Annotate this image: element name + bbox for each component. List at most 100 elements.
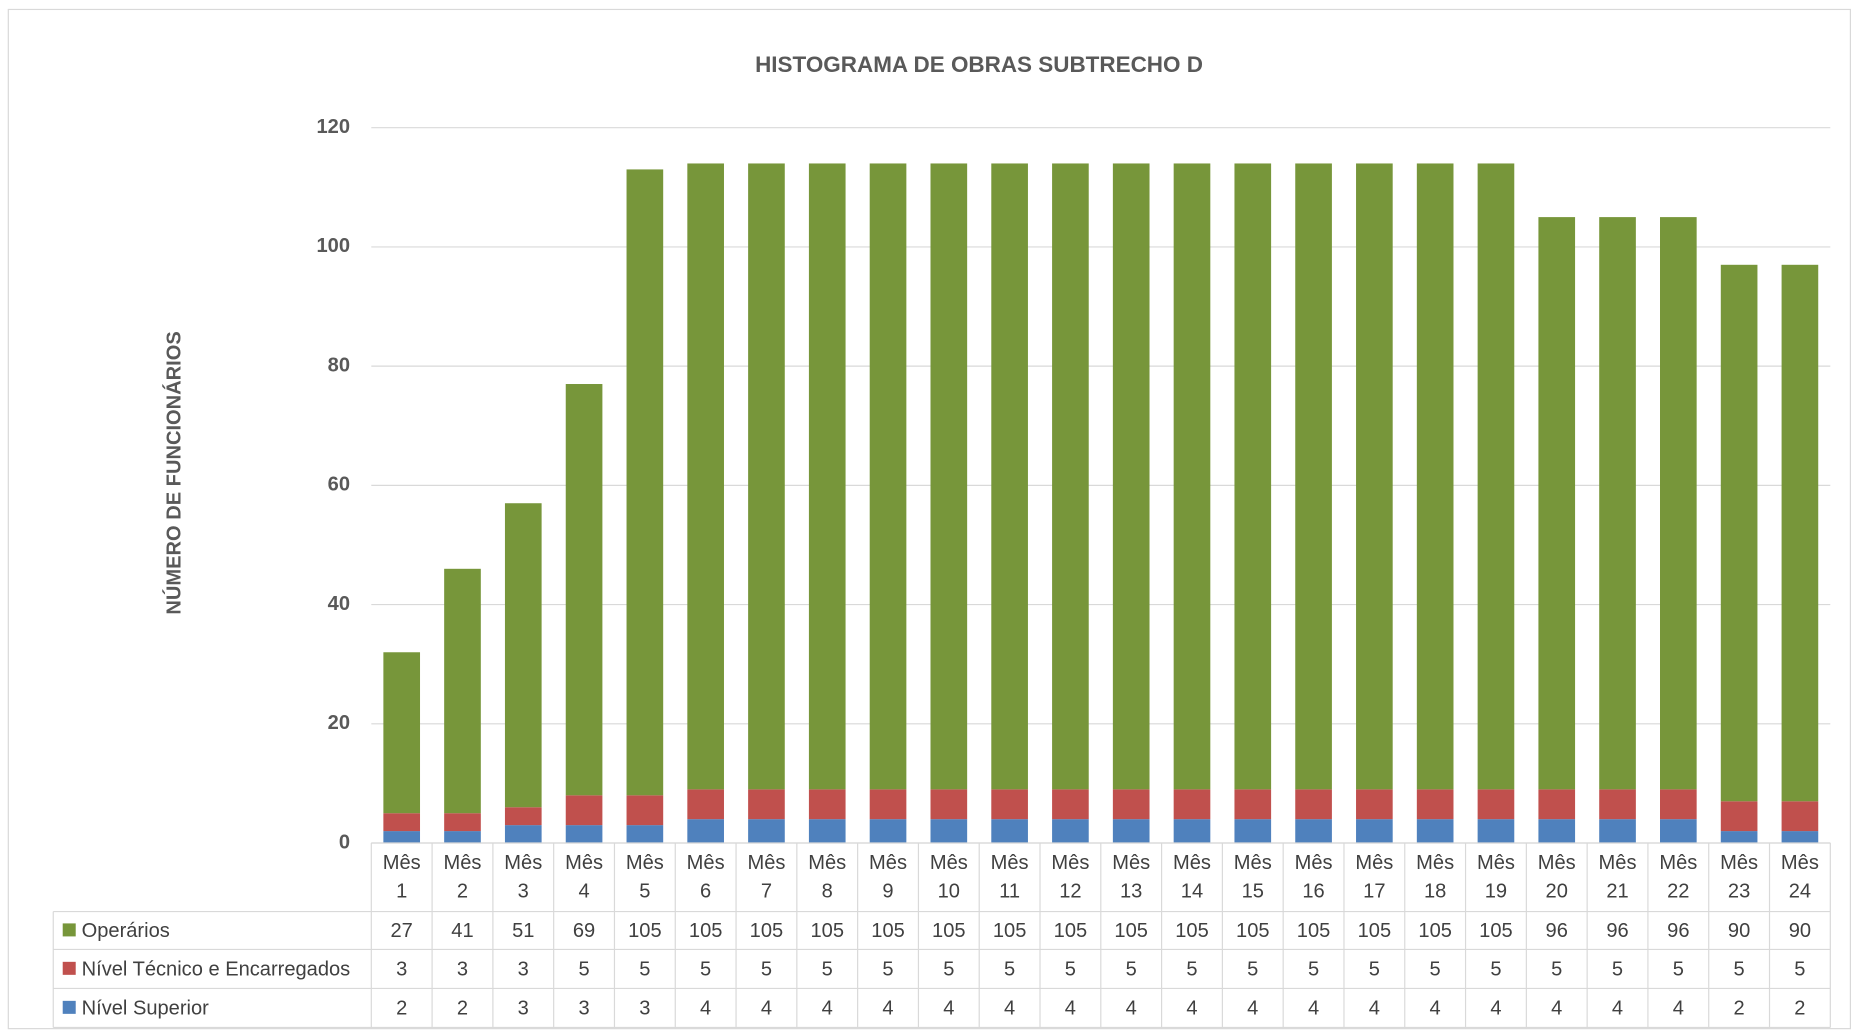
bar-segment [687, 789, 724, 820]
table-value: 5 [1430, 958, 1441, 980]
x-tick-label: Mês 16 [1294, 851, 1333, 903]
bar-segment [991, 819, 1028, 844]
y-tick-label: 20 [328, 712, 350, 734]
bar-segment [565, 384, 603, 796]
x-category-cell: Mês 24 [1781, 851, 1819, 902]
table-value: 4 [1430, 997, 1441, 1019]
x-category-cell: Mês 17 [1355, 851, 1394, 903]
bar-segment [808, 819, 846, 844]
table-value: 2 [1794, 997, 1805, 1019]
legend-label: Nível Técnico e Encarregados [82, 958, 351, 980]
bar-segment [1173, 163, 1211, 790]
bar-segment [748, 163, 785, 790]
table-value: 4 [1308, 997, 1319, 1019]
table-value: 69 [573, 920, 595, 942]
bar-segment [1781, 264, 1819, 802]
bar-segment [1416, 789, 1454, 820]
table-value: 96 [1667, 920, 1689, 942]
table-value: 4 [1551, 997, 1562, 1019]
x-category-cell: Mês 19 [1477, 851, 1515, 902]
bar-segment [748, 789, 785, 820]
bar-segment [1052, 789, 1089, 820]
table-value: 5 [1612, 958, 1623, 980]
x-tick-label: Mês 3 [504, 851, 543, 903]
table-value: 90 [1789, 920, 1811, 942]
x-tick-label: Mês 12 [1051, 851, 1090, 903]
x-category-cell: Mês 14 [1172, 851, 1211, 903]
chart-title: HISTOGRAMA DE OBRAS SUBTRECHO D [755, 52, 1203, 77]
x-tick-label: Mês 18 [1416, 851, 1455, 903]
table-value: 4 [943, 997, 954, 1019]
table-value: 105 [1236, 920, 1270, 942]
x-category-cell: Mês 20 [1537, 851, 1576, 903]
bar-segment [383, 652, 421, 814]
legend-label: Nível Superior [82, 997, 210, 1019]
table-value: 5 [1126, 958, 1137, 980]
bar-segment [808, 789, 846, 820]
x-category-cell: Mês 11 [990, 851, 1029, 903]
table-value: 105 [750, 920, 784, 942]
x-tick-label: Mês 6 [686, 851, 725, 903]
x-category-cell: Mês 12 [1051, 851, 1090, 903]
x-tick-label: Mês 14 [1172, 851, 1211, 903]
bar-segment [1356, 789, 1393, 820]
x-tick-label: Mês 22 [1659, 851, 1698, 903]
bar-segment [1356, 163, 1393, 790]
table-value: 5 [1794, 958, 1805, 980]
bar-segment [1599, 819, 1636, 844]
x-tick-label: Mês 21 [1598, 851, 1637, 903]
x-tick-label: Mês 15 [1233, 851, 1272, 903]
table-value: 105 [1418, 920, 1452, 942]
x-tick-label: Mês 11 [990, 851, 1029, 903]
table-value: 4 [822, 997, 833, 1019]
table-value: 3 [518, 997, 529, 1019]
bar-segment [1295, 819, 1332, 844]
table-value: 105 [1297, 920, 1331, 942]
bar-segment [444, 813, 481, 832]
bar-segment [1112, 789, 1150, 820]
table-value: 4 [1126, 997, 1137, 1019]
bar-segment [504, 503, 542, 808]
x-category-cell: Mês 4 [565, 851, 604, 903]
x-category-cell: Mês 13 [1112, 851, 1150, 902]
bar-segment [687, 819, 724, 844]
table-value: 105 [1054, 920, 1088, 942]
table-value: 5 [1308, 958, 1319, 980]
bar-segment [1112, 163, 1150, 790]
bar-segment [748, 819, 785, 844]
bar-segment [1538, 789, 1576, 820]
table-value: 4 [1186, 997, 1197, 1019]
bar-segment [1720, 264, 1758, 802]
table-value: 5 [1065, 958, 1076, 980]
bar-segment [1660, 789, 1697, 820]
bar-segment [444, 568, 481, 814]
x-tick-label: Mês 4 [565, 851, 604, 903]
table-value: 5 [761, 958, 772, 980]
bar-segment [1781, 801, 1819, 832]
bar-segment [1477, 163, 1515, 790]
x-tick-label: Mês 17 [1355, 851, 1394, 903]
bar-segment [1173, 819, 1211, 844]
table-value: 105 [1358, 920, 1391, 942]
legend-label: Operários [82, 920, 170, 942]
table-value: 105 [993, 920, 1027, 942]
bar-segment [565, 795, 603, 826]
table-value: 5 [1186, 958, 1197, 980]
table-value: 3 [639, 997, 650, 1019]
x-tick-label: Mês 8 [808, 851, 847, 903]
bar-segment [808, 163, 846, 790]
x-tick-label: Mês 5 [625, 851, 664, 903]
x-tick-label: Mês 20 [1537, 851, 1576, 903]
table-value: 5 [1490, 958, 1501, 980]
y-tick-label: 40 [328, 593, 350, 615]
x-category-cell: Mês 2 [443, 851, 481, 902]
bar-segment [626, 169, 664, 796]
table-value: 4 [761, 997, 772, 1019]
table-value: 4 [1369, 997, 1380, 1019]
table-value: 3 [396, 958, 407, 980]
table-value: 4 [882, 997, 893, 1019]
table-value: 2 [1734, 997, 1745, 1019]
bar-segment [504, 807, 542, 826]
x-tick-label: Mês 9 [869, 851, 908, 903]
